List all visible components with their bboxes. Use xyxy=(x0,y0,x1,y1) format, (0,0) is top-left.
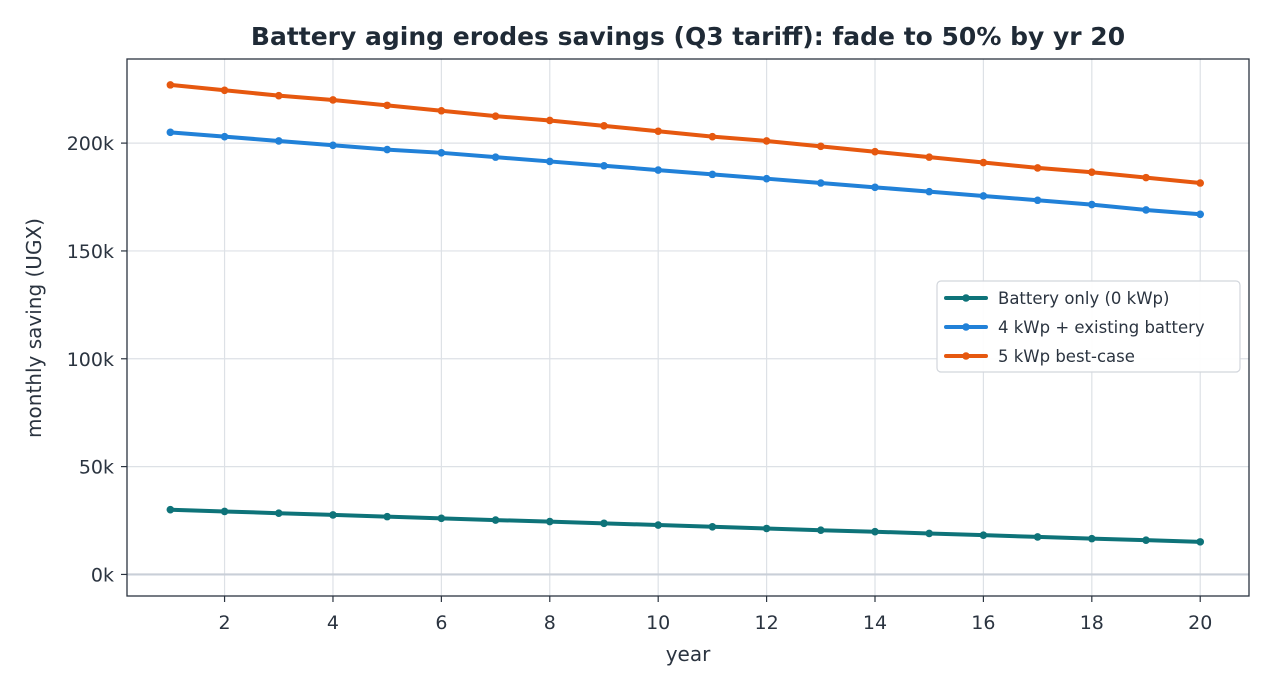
data-point xyxy=(816,179,825,187)
data-point xyxy=(545,116,554,125)
data-point xyxy=(925,529,934,538)
legend-label: 4 kWp + existing battery xyxy=(998,318,1205,337)
data-point xyxy=(708,132,717,141)
data-point xyxy=(871,183,879,192)
data-point xyxy=(437,514,446,523)
x-tick-label: 4 xyxy=(327,612,339,634)
x-tick-label: 2 xyxy=(219,612,231,634)
data-point xyxy=(491,516,500,524)
legend-box xyxy=(936,280,1241,373)
y-tick-label: 100k xyxy=(67,349,114,371)
x-tick-label: 14 xyxy=(863,612,887,634)
series-line xyxy=(168,507,1203,544)
series-group xyxy=(166,81,1205,187)
data-point xyxy=(545,157,554,166)
data-point xyxy=(816,526,825,535)
legend: Battery only (0 kWp) 4 kWp + existing bat… xyxy=(936,280,1241,373)
data-point xyxy=(1033,533,1042,541)
legend-label: 5 kWp best-case xyxy=(998,347,1135,366)
data-point xyxy=(329,141,337,150)
data-point xyxy=(1033,164,1042,172)
x-tick-label: 20 xyxy=(1188,612,1212,634)
x-tick-label: 12 xyxy=(755,612,779,634)
data-point xyxy=(1142,173,1150,182)
data-point xyxy=(654,521,662,529)
data-point xyxy=(600,161,608,170)
data-point xyxy=(816,142,825,151)
legend-label: Battery only (0 kWp) xyxy=(998,289,1169,308)
data-point xyxy=(1196,179,1205,187)
data-point xyxy=(708,522,717,531)
data-point xyxy=(1088,534,1096,543)
x-tick-label: 8 xyxy=(544,612,556,634)
data-point xyxy=(1033,196,1042,205)
data-point xyxy=(871,147,879,156)
y-tick-label: 50k xyxy=(79,457,114,479)
data-point xyxy=(1088,200,1096,209)
data-point xyxy=(329,96,337,104)
data-point xyxy=(274,509,283,517)
data-point xyxy=(1196,210,1205,219)
data-point xyxy=(383,101,391,110)
data-point xyxy=(600,122,608,130)
x-axis-label: year xyxy=(666,642,711,666)
series-group xyxy=(166,505,1205,546)
data-point xyxy=(1142,206,1150,214)
data-point xyxy=(979,531,988,539)
data-point xyxy=(220,507,229,516)
x-tick-label: 10 xyxy=(646,612,670,634)
data-point xyxy=(491,153,500,161)
x-tick-label: 6 xyxy=(435,612,447,634)
legend-swatch-marker xyxy=(962,294,970,302)
data-point xyxy=(762,137,771,145)
x-tick-label: 16 xyxy=(971,612,995,634)
data-point xyxy=(166,81,175,89)
data-point xyxy=(925,153,934,161)
series-line xyxy=(168,130,1203,217)
data-point xyxy=(274,91,283,100)
data-point xyxy=(383,145,391,154)
y-tick-label: 200k xyxy=(67,133,114,155)
y-axis-label: monthly saving (UGX) xyxy=(22,218,46,438)
data-point xyxy=(166,505,175,514)
y-tick-label: 150k xyxy=(67,241,114,263)
data-point xyxy=(437,106,446,115)
data-point xyxy=(274,137,283,145)
data-point xyxy=(545,517,554,526)
data-point xyxy=(437,149,446,157)
data-point xyxy=(979,158,988,167)
legend-swatch-marker xyxy=(962,352,970,360)
data-point xyxy=(220,132,229,141)
data-point xyxy=(220,86,229,95)
data-point xyxy=(1142,536,1150,544)
data-point xyxy=(708,170,717,179)
legend-swatch-marker xyxy=(962,323,970,331)
x-tick-label: 18 xyxy=(1080,612,1104,634)
data-point xyxy=(383,512,391,521)
data-point xyxy=(762,524,771,533)
data-point xyxy=(329,511,337,519)
data-point xyxy=(979,192,988,200)
data-point xyxy=(491,112,500,120)
data-point xyxy=(871,527,879,536)
data-point xyxy=(166,128,175,137)
data-point xyxy=(654,127,662,136)
data-point xyxy=(1088,168,1096,177)
data-point xyxy=(654,166,662,174)
data-point xyxy=(762,174,771,183)
y-tick-label: 0k xyxy=(91,564,114,586)
chart-title: Battery aging erodes savings (Q3 tariff)… xyxy=(251,22,1125,51)
series-group xyxy=(166,128,1205,219)
series-line xyxy=(168,82,1203,186)
plot-area-frame xyxy=(126,58,1250,597)
data-point xyxy=(925,187,934,196)
data-point xyxy=(1196,538,1205,546)
data-point xyxy=(600,519,608,528)
plot-series xyxy=(166,81,1205,546)
